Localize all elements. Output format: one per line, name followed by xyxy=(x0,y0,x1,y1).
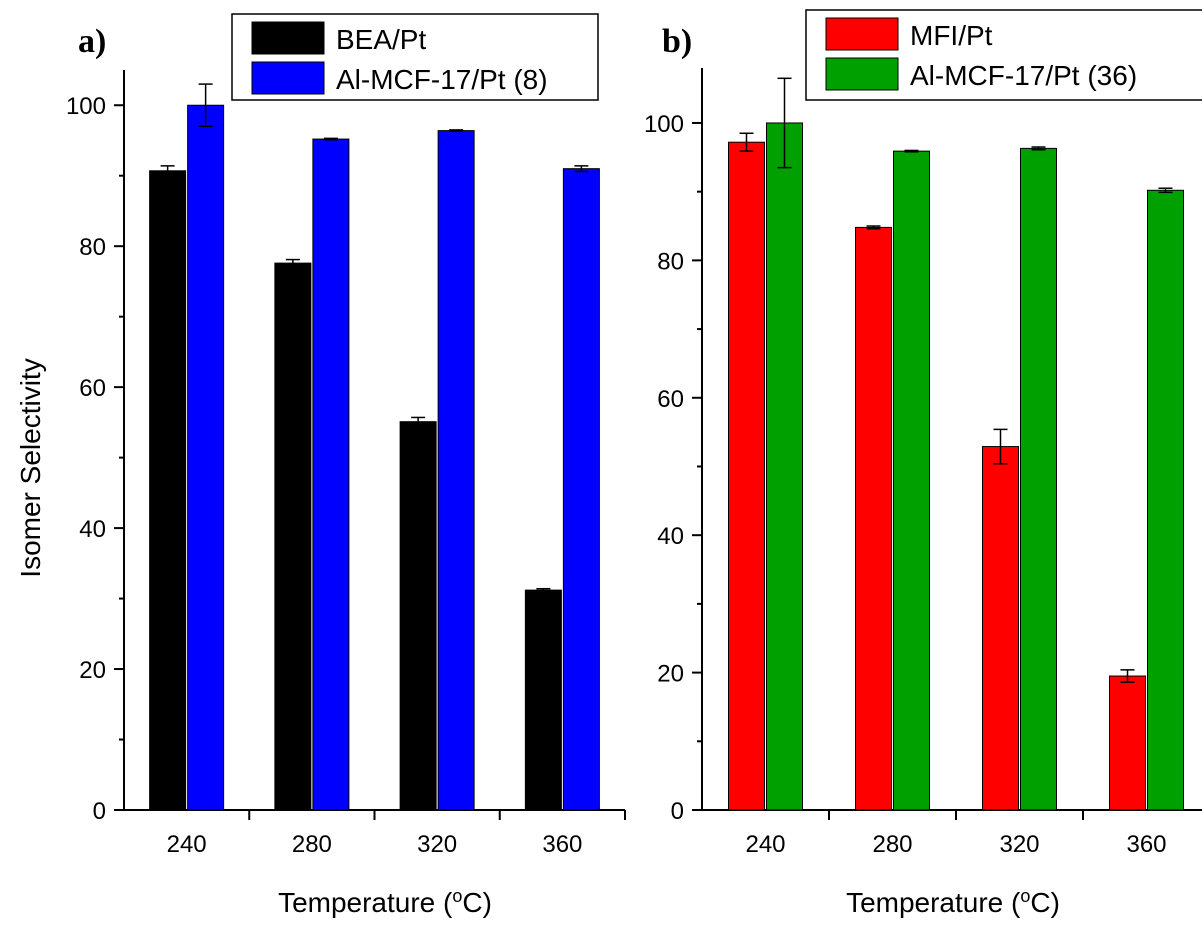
legend: BEA/Pt Al-MCF-17/Pt (8) xyxy=(231,13,599,101)
x-tick-label: 240 xyxy=(745,831,785,858)
bar xyxy=(982,446,1019,811)
bar xyxy=(312,138,350,811)
bar xyxy=(187,104,225,811)
panel-label: a) xyxy=(78,23,106,60)
y-tick-label: 0 xyxy=(93,798,106,825)
x-axis-title: Temperature (oC) xyxy=(278,886,492,918)
x-tick-label: 240 xyxy=(167,831,207,858)
bar xyxy=(274,262,312,811)
legend: MFI/Pt Al-MCF-17/Pt (36) xyxy=(805,9,1202,101)
x-axis-title-main: Temperature ( xyxy=(278,887,453,918)
legend-swatch xyxy=(251,21,325,55)
chart-panel-a: 0 20 40 60 80 100 240 280 320 360 a) BEA/Pt Al-MCF-1… xyxy=(66,13,626,918)
bar xyxy=(1109,675,1146,811)
bar xyxy=(1020,147,1057,811)
bar xyxy=(893,150,930,811)
bar xyxy=(524,589,562,811)
x-axis-title-main: Temperature ( xyxy=(846,887,1021,918)
bar xyxy=(399,421,437,811)
y-axis-title: Isomer Selectivity xyxy=(15,358,46,577)
y-tick-label: 80 xyxy=(79,234,106,261)
bar xyxy=(855,226,892,811)
x-axis-title: Temperature (oC) xyxy=(846,886,1060,918)
bar xyxy=(437,130,475,811)
legend-label: BEA/Pt xyxy=(336,24,426,55)
x-tick-label: 360 xyxy=(542,831,582,858)
y-tick-label: 60 xyxy=(657,386,684,413)
x-tick-label: 280 xyxy=(292,831,332,858)
x-axis-title-degree: o xyxy=(452,886,462,906)
legend-swatch xyxy=(825,57,899,91)
panel-label: b) xyxy=(662,23,692,60)
bar xyxy=(766,122,803,811)
y-tick-label: 0 xyxy=(671,798,684,825)
x-axis-title-unit: C) xyxy=(462,887,492,918)
bar xyxy=(149,170,187,811)
y-tick-label: 80 xyxy=(657,248,684,275)
legend-swatch xyxy=(825,17,899,51)
y-tick-label: 20 xyxy=(657,661,684,688)
y-tick-label: 60 xyxy=(79,375,106,402)
x-tick-label: 360 xyxy=(1126,831,1166,858)
y-tick-label: 40 xyxy=(79,516,106,543)
legend-label: Al-MCF-17/Pt (36) xyxy=(910,60,1137,91)
legend-label: Al-MCF-17/Pt (8) xyxy=(336,64,548,95)
y-tick-label: 40 xyxy=(657,523,684,550)
y-tick-label: 20 xyxy=(79,657,106,684)
bar xyxy=(728,141,765,811)
legend-label: MFI/Pt xyxy=(910,20,993,51)
chart-panel-b: 0 20 40 60 80 100 240 280 320 360 b) MFI/Pt Al-MCF-1… xyxy=(644,9,1202,918)
x-tick-label: 280 xyxy=(872,831,912,858)
x-axis-title-unit: C) xyxy=(1030,887,1060,918)
bar xyxy=(562,168,600,811)
y-tick-label: 100 xyxy=(66,93,106,120)
x-tick-label: 320 xyxy=(999,831,1039,858)
y-tick-label: 100 xyxy=(644,111,684,138)
bar xyxy=(1147,189,1184,811)
x-tick-label: 320 xyxy=(417,831,457,858)
x-axis-title-degree: o xyxy=(1020,886,1030,906)
legend-swatch xyxy=(251,61,325,95)
